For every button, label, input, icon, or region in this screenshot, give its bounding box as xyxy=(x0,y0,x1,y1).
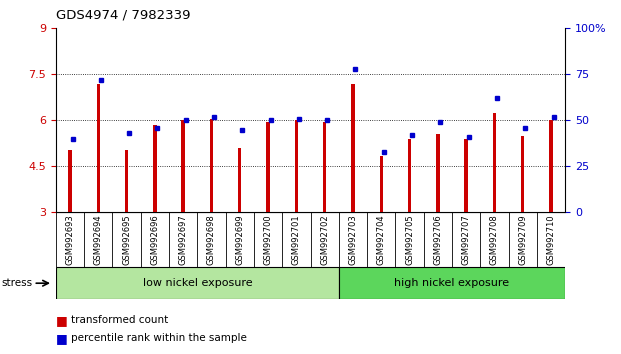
Text: GSM992697: GSM992697 xyxy=(179,215,188,265)
Bar xyxy=(323,122,327,212)
Text: GSM992710: GSM992710 xyxy=(546,215,555,265)
Text: GSM992701: GSM992701 xyxy=(292,215,301,265)
Bar xyxy=(97,84,100,212)
Text: GSM992695: GSM992695 xyxy=(122,215,131,265)
Text: GSM992696: GSM992696 xyxy=(150,215,160,265)
Text: GSM992708: GSM992708 xyxy=(490,215,499,265)
Bar xyxy=(408,139,411,212)
Text: ■: ■ xyxy=(56,314,68,327)
Text: GSM992700: GSM992700 xyxy=(263,215,273,265)
Bar xyxy=(351,84,355,212)
Bar xyxy=(492,113,496,212)
Bar xyxy=(153,125,156,212)
Bar xyxy=(379,156,383,212)
Text: GSM992705: GSM992705 xyxy=(405,215,414,265)
Text: high nickel exposure: high nickel exposure xyxy=(394,278,509,288)
Bar xyxy=(68,149,72,212)
Text: GSM992693: GSM992693 xyxy=(66,215,75,265)
Bar xyxy=(549,120,553,212)
Text: transformed count: transformed count xyxy=(71,315,169,325)
FancyBboxPatch shape xyxy=(339,267,565,299)
Text: GSM992707: GSM992707 xyxy=(461,215,471,265)
Text: low nickel exposure: low nickel exposure xyxy=(143,278,252,288)
Text: GSM992706: GSM992706 xyxy=(433,215,442,265)
Bar xyxy=(210,119,213,212)
Text: GDS4974 / 7982339: GDS4974 / 7982339 xyxy=(56,9,191,22)
Bar xyxy=(465,139,468,212)
Text: GSM992694: GSM992694 xyxy=(94,215,103,265)
Text: percentile rank within the sample: percentile rank within the sample xyxy=(71,333,247,343)
Bar xyxy=(181,120,185,212)
Text: GSM992709: GSM992709 xyxy=(518,215,527,265)
Bar xyxy=(266,122,270,212)
Text: GSM992702: GSM992702 xyxy=(320,215,329,265)
Bar xyxy=(294,120,298,212)
Text: stress: stress xyxy=(1,278,32,288)
Bar xyxy=(436,134,440,212)
Bar xyxy=(238,148,242,212)
Text: GSM992699: GSM992699 xyxy=(235,215,244,265)
FancyBboxPatch shape xyxy=(56,267,339,299)
Text: GSM992704: GSM992704 xyxy=(377,215,386,265)
Bar xyxy=(125,149,129,212)
Bar xyxy=(521,136,524,212)
Text: GSM992703: GSM992703 xyxy=(348,215,358,265)
Text: ■: ■ xyxy=(56,332,68,344)
Text: GSM992698: GSM992698 xyxy=(207,215,216,265)
